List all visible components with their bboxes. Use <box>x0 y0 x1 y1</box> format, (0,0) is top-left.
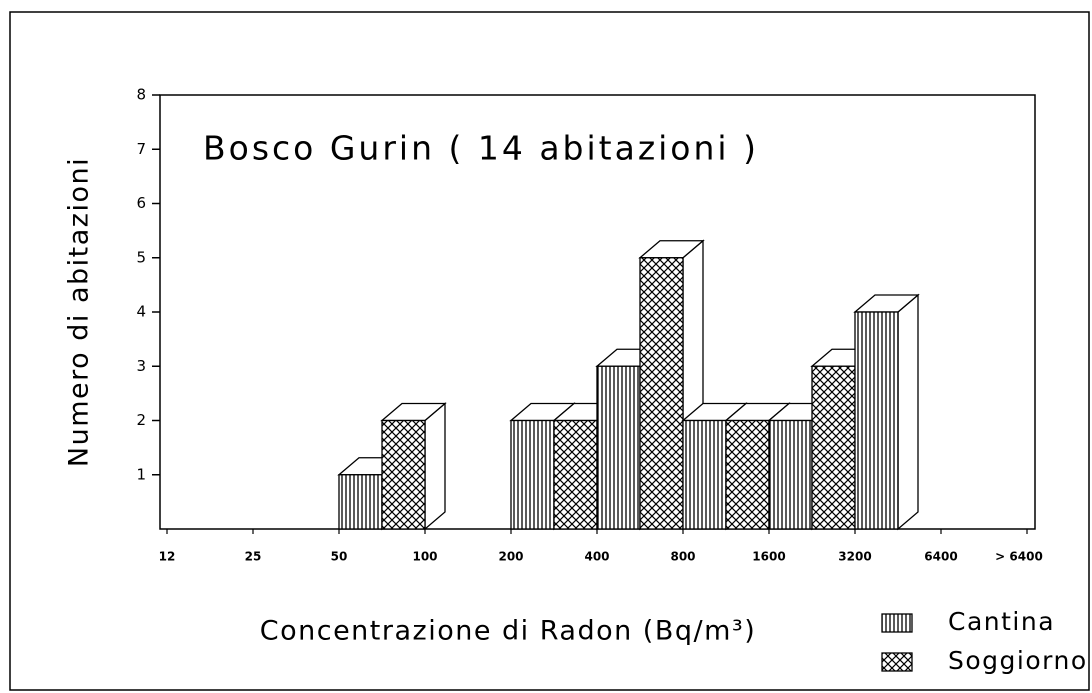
legend-swatch <box>881 613 913 633</box>
y-tick-label: 8 <box>136 86 146 104</box>
bar <box>725 419 770 530</box>
x-tick-label: 200 <box>498 550 523 564</box>
bar <box>854 311 899 530</box>
x-tick-label: 1600 <box>752 550 785 564</box>
bar <box>639 257 684 530</box>
bars <box>337 239 920 531</box>
y-tick-label: 2 <box>136 411 146 429</box>
legend-swatch <box>881 652 913 672</box>
bar <box>338 474 383 530</box>
x-tick-label: 12 <box>159 550 176 564</box>
y-tick-label: 1 <box>136 465 146 483</box>
x-tick-label: 3200 <box>838 550 871 564</box>
x-tick-label: 25 <box>245 550 262 564</box>
bar <box>381 419 426 530</box>
y-tick-label: 3 <box>136 357 146 375</box>
y-tick-label: 6 <box>136 194 146 212</box>
bar-side <box>424 402 446 531</box>
x-tick-label: 400 <box>584 550 609 564</box>
frame <box>9 11 1090 691</box>
bar-side <box>897 293 919 531</box>
x-axis-label: Concentrazione di Radon (Bq/m³) <box>260 616 757 647</box>
x-tick-label: > 6400 <box>995 550 1043 564</box>
x-tick-label: 50 <box>331 550 348 564</box>
y-tick-label: 7 <box>136 140 146 158</box>
bar <box>768 419 813 530</box>
bar <box>682 419 727 530</box>
y-tick-label: 4 <box>136 303 146 321</box>
bar <box>596 365 641 530</box>
bar <box>553 419 598 530</box>
bar <box>811 365 856 530</box>
x-tick-label: 800 <box>670 550 695 564</box>
x-tick-label: 100 <box>412 550 437 564</box>
x-tick-label: 6400 <box>924 550 957 564</box>
y-axis-label: Numero di abitazioni <box>64 157 95 467</box>
legend-label: Soggiorno <box>948 646 1088 675</box>
legend-label: Cantina <box>948 607 1055 636</box>
y-tick-label: 5 <box>136 248 146 266</box>
bar <box>510 419 555 530</box>
chart-title: Bosco Gurin ( 14 abitazioni ) <box>203 129 759 168</box>
